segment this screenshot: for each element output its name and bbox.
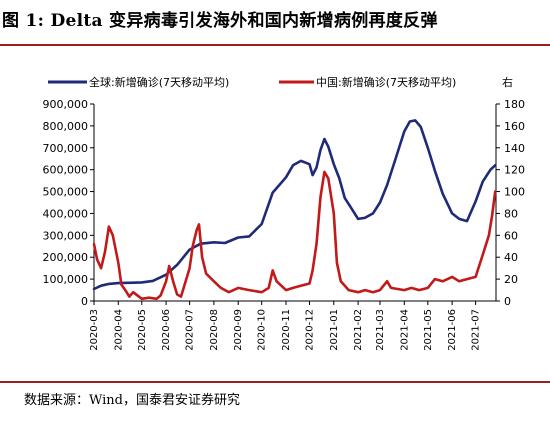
x-tick-label: 2020-09: [233, 309, 244, 351]
left-tick-label: 0: [81, 295, 88, 308]
right-tick-label: 20: [504, 273, 518, 286]
legend: 全球:新增确诊(7天移动平均) 中国:新增确诊(7天移动平均) 右: [48, 75, 513, 89]
right-tick-label: 80: [504, 207, 518, 220]
series-line-global: [92, 119, 497, 291]
right-tick-label: 180: [504, 98, 525, 111]
title-rule: [0, 44, 550, 46]
right-tick-label: 120: [504, 164, 525, 177]
left-tick-label: 300,000: [43, 229, 89, 242]
line-chart: 全球:新增确诊(7天移动平均) 中国:新增确诊(7天移动平均) 右 0 100,0…: [43, 75, 526, 351]
x-tick-label: 2021-05: [423, 309, 434, 351]
right-tick-label: 140: [504, 142, 525, 155]
figure-title: 图 1: Delta 变异病毒引发海外和国内新增病例再度反弹: [2, 11, 438, 31]
x-tick-label: 2021-01: [329, 309, 340, 351]
right-tick-label: 40: [504, 251, 518, 264]
left-tick-label: 900,000: [43, 98, 89, 111]
left-tick-label: 500,000: [43, 186, 89, 199]
x-tick-label: 2020-10: [257, 309, 268, 351]
x-tick-label: 2021-04: [399, 309, 410, 351]
x-tick-label: 2020-04: [113, 309, 124, 351]
right-axis-note: 右: [502, 75, 513, 89]
source-rule: [0, 381, 550, 383]
x-tick-label: 2020-12: [304, 309, 315, 351]
axes: 0 100,000 200,000 300,000 400,000 500,000 600,…: [43, 98, 526, 351]
x-tick-label: 2020-03: [89, 309, 100, 351]
legend-label-china: 中国:新增确诊(7天移动平均): [316, 75, 456, 89]
x-tick-label: 2020-06: [161, 309, 172, 351]
left-tick-label: 400,000: [43, 207, 89, 220]
x-tick-label: 2020-08: [209, 309, 220, 351]
x-tick-label: 2020-05: [137, 309, 148, 351]
series-line-china: [92, 170, 497, 301]
left-tick-label: 200,000: [43, 251, 89, 264]
left-tick-label: 100,000: [43, 273, 89, 286]
x-tick-label: 2021-06: [447, 309, 458, 351]
legend-label-global: 全球:新增确诊(7天移动平均): [89, 75, 229, 89]
left-tick-label: 800,000: [43, 120, 89, 133]
right-tick-label: 0: [504, 295, 511, 308]
x-tick-label: 2021-03: [375, 309, 386, 351]
x-tick-label: 2020-07: [185, 309, 196, 351]
right-tick-label: 100: [504, 186, 525, 199]
x-tick-label: 2021-07: [471, 309, 482, 351]
right-tick-label: 160: [504, 120, 525, 133]
x-tick-label: 2020-11: [281, 309, 292, 351]
left-tick-label: 600,000: [43, 164, 89, 177]
right-tick-label: 60: [504, 229, 518, 242]
left-tick-label: 700,000: [43, 142, 89, 155]
x-tick-label: 2021-02: [353, 309, 364, 351]
source-note: 数据来源：Wind，国泰君安证券研究: [24, 393, 240, 408]
series-lines: [92, 119, 497, 301]
